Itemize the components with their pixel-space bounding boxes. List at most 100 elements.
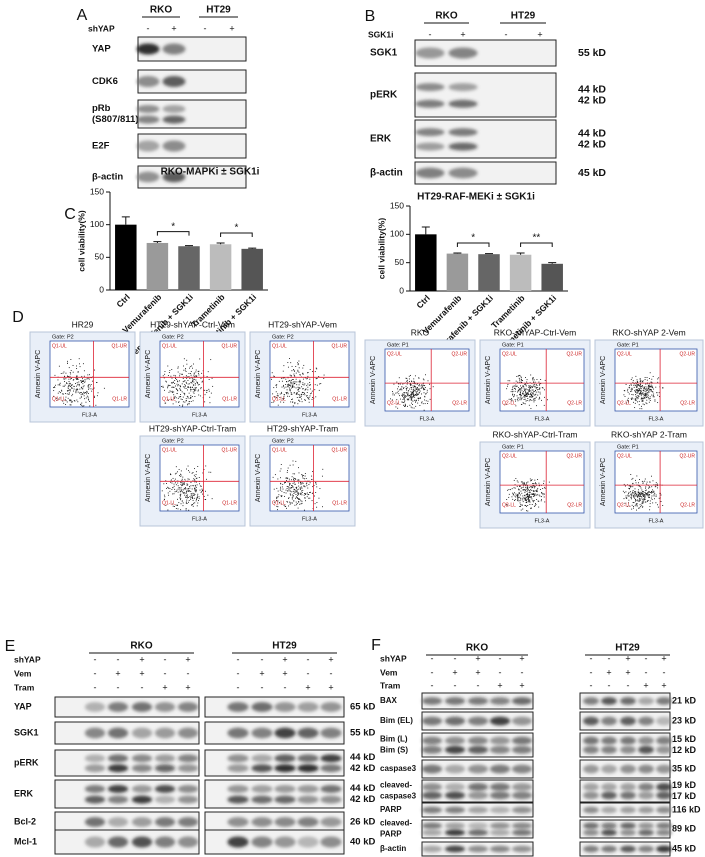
event-dot xyxy=(644,387,645,388)
event-dot xyxy=(290,493,291,494)
event-dot xyxy=(280,488,281,489)
event-dot xyxy=(65,373,66,374)
event-dot xyxy=(522,481,523,482)
event-dot xyxy=(520,392,521,393)
event-dot xyxy=(519,399,520,400)
event-dot xyxy=(532,396,533,397)
band xyxy=(274,837,295,848)
event-dot xyxy=(544,389,545,390)
event-dot xyxy=(421,394,422,395)
event-dot xyxy=(205,499,206,500)
event-dot xyxy=(650,506,651,507)
event-dot xyxy=(656,495,657,496)
band xyxy=(490,792,510,800)
band xyxy=(251,764,272,772)
event-dot xyxy=(173,375,174,376)
event-dot xyxy=(513,396,514,397)
event-dot xyxy=(72,394,73,395)
event-dot xyxy=(290,488,291,489)
event-dot xyxy=(293,379,294,380)
event-dot xyxy=(199,498,200,499)
event-dot xyxy=(191,389,192,390)
event-dot xyxy=(517,399,518,400)
event-dot xyxy=(642,398,643,399)
quadrant-label: Q2-LR xyxy=(680,400,695,406)
event-dot xyxy=(196,375,197,376)
event-dot xyxy=(530,390,531,391)
event-dot xyxy=(646,402,647,403)
event-dot xyxy=(173,387,174,388)
event-dot xyxy=(631,385,632,386)
event-dot xyxy=(291,370,292,371)
event-dot xyxy=(186,491,187,492)
event-dot xyxy=(413,396,414,397)
event-dot xyxy=(190,387,191,388)
event-dot xyxy=(640,387,641,388)
event-dot xyxy=(181,374,182,375)
event-dot xyxy=(416,389,417,390)
event-dot xyxy=(411,381,412,382)
band xyxy=(490,783,510,791)
event-dot xyxy=(179,488,180,489)
event-dot xyxy=(307,493,308,494)
event-dot xyxy=(283,385,284,386)
event-dot xyxy=(652,502,653,503)
condition-mark: + xyxy=(185,654,190,664)
event-dot xyxy=(540,379,541,380)
event-dot xyxy=(633,495,634,496)
event-dot xyxy=(400,389,401,390)
event-dot xyxy=(292,476,293,477)
event-dot xyxy=(405,395,406,396)
event-dot xyxy=(65,378,66,379)
y-axis-label: Annexin V-APC xyxy=(485,458,492,506)
event-dot xyxy=(189,486,190,487)
event-dot xyxy=(192,497,193,498)
event-dot xyxy=(197,503,198,504)
quadrant-label: Q2-UR xyxy=(679,453,695,459)
event-dot xyxy=(208,472,209,473)
event-dot xyxy=(527,396,528,397)
event-dot xyxy=(414,400,415,401)
band xyxy=(512,783,532,791)
event-dot xyxy=(182,406,183,407)
band xyxy=(274,817,295,827)
event-dot xyxy=(627,495,628,496)
band xyxy=(155,837,175,848)
event-dot xyxy=(536,384,537,385)
band xyxy=(132,796,152,804)
event-dot xyxy=(196,387,197,388)
event-dot xyxy=(201,492,202,493)
band xyxy=(601,765,617,774)
event-dot xyxy=(524,492,525,493)
event-dot xyxy=(662,387,663,388)
event-dot xyxy=(307,392,308,393)
band xyxy=(422,765,442,774)
event-dot xyxy=(309,379,310,380)
event-dot xyxy=(174,493,175,494)
band xyxy=(422,807,442,814)
event-dot xyxy=(529,400,530,401)
event-dot xyxy=(185,487,186,488)
event-dot xyxy=(646,390,647,391)
event-dot xyxy=(77,378,78,379)
event-dot xyxy=(306,378,307,379)
event-dot xyxy=(407,387,408,388)
event-dot xyxy=(202,382,203,383)
event-dot xyxy=(184,488,185,489)
event-dot xyxy=(196,489,197,490)
plot-title: RKO-shYAP-Ctrl-Vem xyxy=(494,327,577,337)
event-dot xyxy=(649,399,650,400)
event-dot xyxy=(524,388,525,389)
event-dot xyxy=(286,493,287,494)
band xyxy=(512,746,532,754)
event-dot xyxy=(514,500,515,501)
event-dot xyxy=(175,378,176,379)
bar xyxy=(415,234,436,291)
event-dot xyxy=(637,389,638,390)
band xyxy=(638,697,654,705)
event-dot xyxy=(84,392,85,393)
event-dot xyxy=(295,484,296,485)
event-dot xyxy=(534,398,535,399)
band xyxy=(297,764,318,772)
condition-mark: - xyxy=(94,668,97,678)
